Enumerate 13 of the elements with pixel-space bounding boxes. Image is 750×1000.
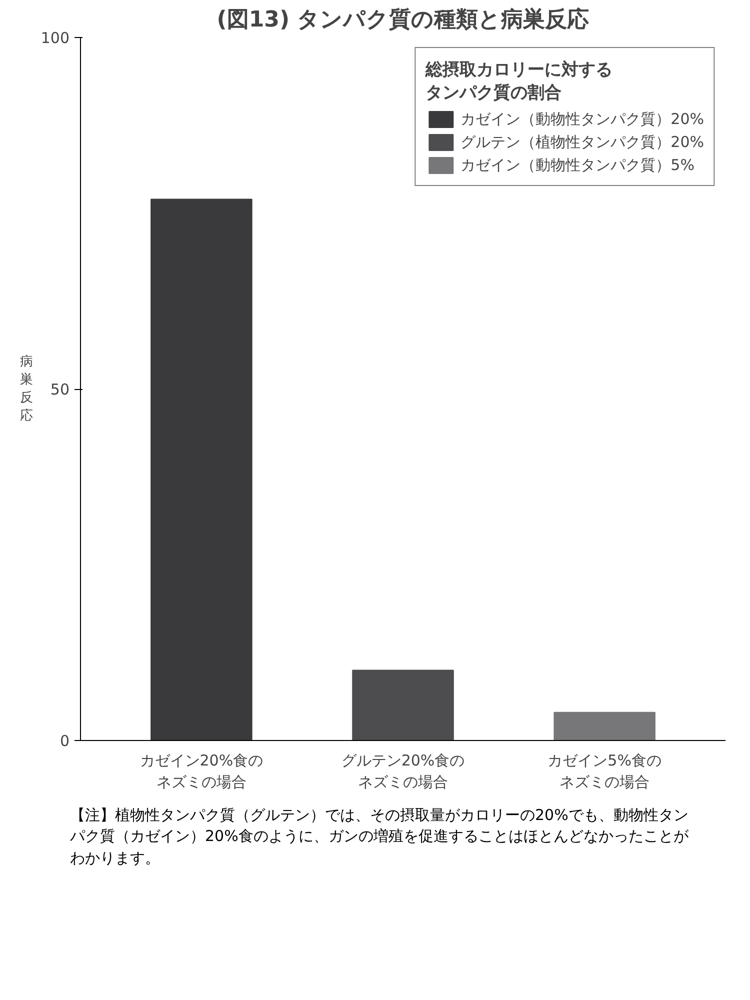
legend-label: カゼイン（動物性タンパク質）5% xyxy=(460,156,694,174)
chart-title: (図13) タンパク質の種類と病巣反応 xyxy=(216,6,590,32)
y-tick-label: 50 xyxy=(50,380,70,398)
y-tick-label: 100 xyxy=(40,29,70,47)
y-tick-label: 0 xyxy=(60,732,70,750)
x-tick-label: カゼイン20%食のネズミの場合 xyxy=(140,752,264,792)
x-tick-label: グルテン20%食のネズミの場合 xyxy=(341,752,465,792)
legend-label: カゼイン（動物性タンパク質）20% xyxy=(460,110,704,128)
y-axis-title: 病巣反応 xyxy=(20,354,33,424)
legend-title: 総摂取カロリーに対するタンパク質の割合 xyxy=(426,59,614,104)
x-tick-label: カゼイン5%食のネズミの場合 xyxy=(548,752,662,792)
text: 【注】植物性タンパク質（グルテン）では、その摂取量がカロリーの20%でも、動物性タンパク質（カゼイン）20%食のように、ガンの増殖を促進することはほとんどなかったことがわかります。 xyxy=(70,805,690,869)
legend-label: グルテン（植物性タンパク質）20% xyxy=(460,132,704,152)
